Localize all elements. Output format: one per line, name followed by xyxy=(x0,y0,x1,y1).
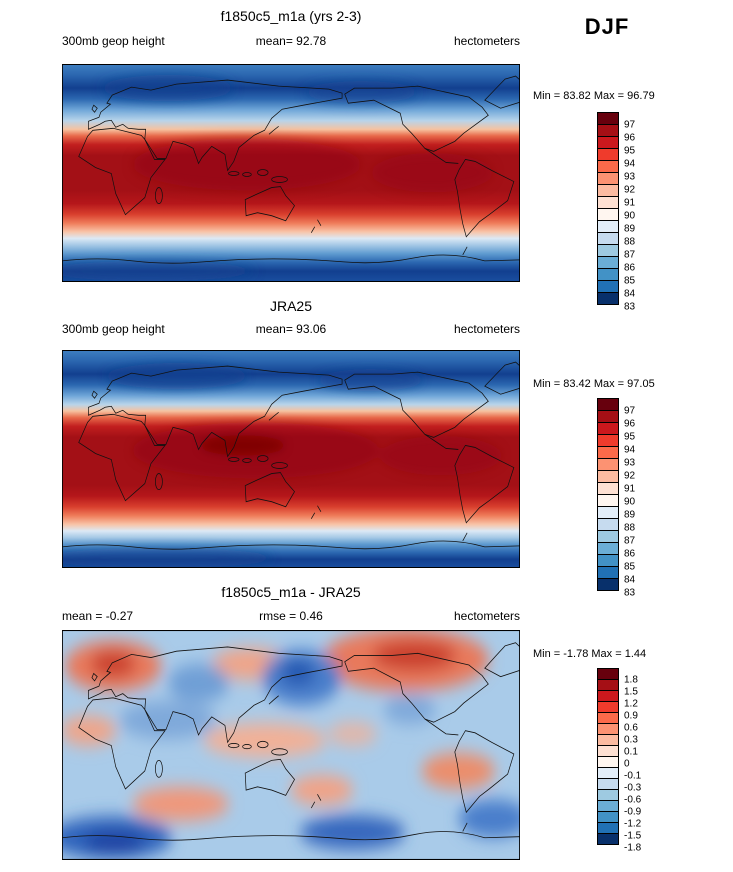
colorbar-tick-label: 0.3 xyxy=(624,734,638,746)
panel2-subtitle-row: mean= 93.06 300mb geop height hectometer… xyxy=(62,322,520,336)
colorbar-tick-label: -0.3 xyxy=(624,782,642,794)
colorbar-tick-label: 87 xyxy=(624,249,636,261)
panel3-units-label: hectometers xyxy=(453,609,520,623)
colorbar-tick-label: 93 xyxy=(624,171,636,183)
panel3-subtitle-row: rmse = 0.46 mean = -0.27 hectometers xyxy=(62,609,520,623)
colorbar-tick-label: -0.9 xyxy=(624,806,642,818)
panel3-minmax: Min = -1.78 Max = 1.44 xyxy=(533,648,647,660)
colorbar-tick-label: -0.6 xyxy=(624,794,642,806)
colorbar-tick-label: 96 xyxy=(624,132,636,144)
colorbar-tick-label: 83 xyxy=(624,301,636,313)
panel1-title: f1850c5_m1a (yrs 2-3) xyxy=(220,8,362,24)
colorbar-tick-label: 92 xyxy=(624,470,636,482)
colorbar-tick-label: 85 xyxy=(624,561,636,573)
colorbar-tick-label: -0.1 xyxy=(624,770,642,782)
colorbar-tick-label: 89 xyxy=(624,223,636,235)
model-contour-map xyxy=(62,64,520,282)
panel1-subtitle-row: mean= 92.78 300mb geop height hectometer… xyxy=(62,34,520,48)
colorbar-tick-label: 91 xyxy=(624,483,636,495)
map-panel1-model xyxy=(62,64,520,282)
colorbar-tick-label: -1.5 xyxy=(624,830,642,842)
colorbar-tick-label: -1.2 xyxy=(624,818,642,830)
panel3-mean-label: mean = -0.27 xyxy=(62,609,134,623)
colorbar-tick-label: 88 xyxy=(624,522,636,534)
colorbar-tick-label: 94 xyxy=(624,444,636,456)
colorbar-tick-label: 0.1 xyxy=(624,746,638,758)
colorbar-tick-label: 87 xyxy=(624,535,636,547)
panel2-colorbar: 97 96 95 94 93 92 91 90 89 88 87 86 85 84 83 xyxy=(597,398,635,599)
panel1-colorbar: 97 96 95 94 93 92 91 90 89 88 87 86 85 84 83 xyxy=(597,112,635,313)
colorbar-tick-label: 83 xyxy=(624,587,636,599)
colorbar-tick-label: 1.8 xyxy=(624,674,638,686)
colorbar-tick-label: 95 xyxy=(624,431,636,443)
colorbar-tick-label: 97 xyxy=(624,405,636,417)
panel1-mean-label: mean= 92.78 xyxy=(255,34,327,48)
map-panel2-obs xyxy=(62,350,520,568)
panel3-title: f1850c5_m1a - JRA25 xyxy=(221,584,361,600)
colorbar-tick-label: 0.6 xyxy=(624,722,638,734)
panel2-mean-label: mean= 93.06 xyxy=(255,322,327,336)
colorbar-tick-label: 97 xyxy=(624,119,636,131)
colorbar-swatch xyxy=(597,578,619,591)
panel3-colorbar: 1.8 1.5 1.2 0.9 0.6 0.3 0.1 0 -0.1 -0.3 -0.6 -0.9 -1… xyxy=(597,668,641,854)
panel1-minmax: Min = 83.82 Max = 96.79 xyxy=(533,90,655,102)
colorbar-tick-label: 1.2 xyxy=(624,698,638,710)
panel3-rmse-label: rmse = 0.46 xyxy=(259,609,323,623)
colorbar-tick-label: 89 xyxy=(624,509,636,521)
colorbar-tick-label: 86 xyxy=(624,262,636,274)
colorbar-tick-label: 90 xyxy=(624,210,636,222)
colorbar-tick-label: 86 xyxy=(624,548,636,560)
diff-contour-map xyxy=(62,630,520,860)
obs-contour-map xyxy=(62,350,520,568)
colorbar-tick-label: 91 xyxy=(624,197,636,209)
season-label: DJF xyxy=(584,14,630,39)
colorbar-tick-label: 84 xyxy=(624,288,636,300)
colorbar-tick-label: 95 xyxy=(624,145,636,157)
colorbar-tick-label: -1.8 xyxy=(624,842,642,854)
panel1-variable-label: 300mb geop height xyxy=(62,34,165,48)
colorbar-tick-label: 0 xyxy=(624,758,630,770)
colorbar-tick-label: 94 xyxy=(624,158,636,170)
panel2-title: JRA25 xyxy=(269,298,313,314)
panel2-minmax: Min = 83.42 Max = 97.05 xyxy=(533,378,655,390)
colorbar-tick-label: 1.5 xyxy=(624,686,638,698)
colorbar-tick-label: 90 xyxy=(624,496,636,508)
panel1-units-label: hectometers xyxy=(453,34,520,48)
colorbar-tick-label: 84 xyxy=(624,574,636,586)
panel2-units-label: hectometers xyxy=(453,322,520,336)
panel2-variable-label: 300mb geop height xyxy=(62,322,165,336)
colorbar-tick-label: 96 xyxy=(624,418,636,430)
colorbar-swatch xyxy=(597,292,619,305)
colorbar-swatch xyxy=(597,833,619,845)
colorbar-tick-label: 85 xyxy=(624,275,636,287)
colorbar-tick-label: 92 xyxy=(624,184,636,196)
colorbar-tick-label: 93 xyxy=(624,457,636,469)
colorbar-tick-label: 88 xyxy=(624,236,636,248)
map-panel3-diff xyxy=(62,630,520,860)
colorbar-tick-label: 0.9 xyxy=(624,710,638,722)
